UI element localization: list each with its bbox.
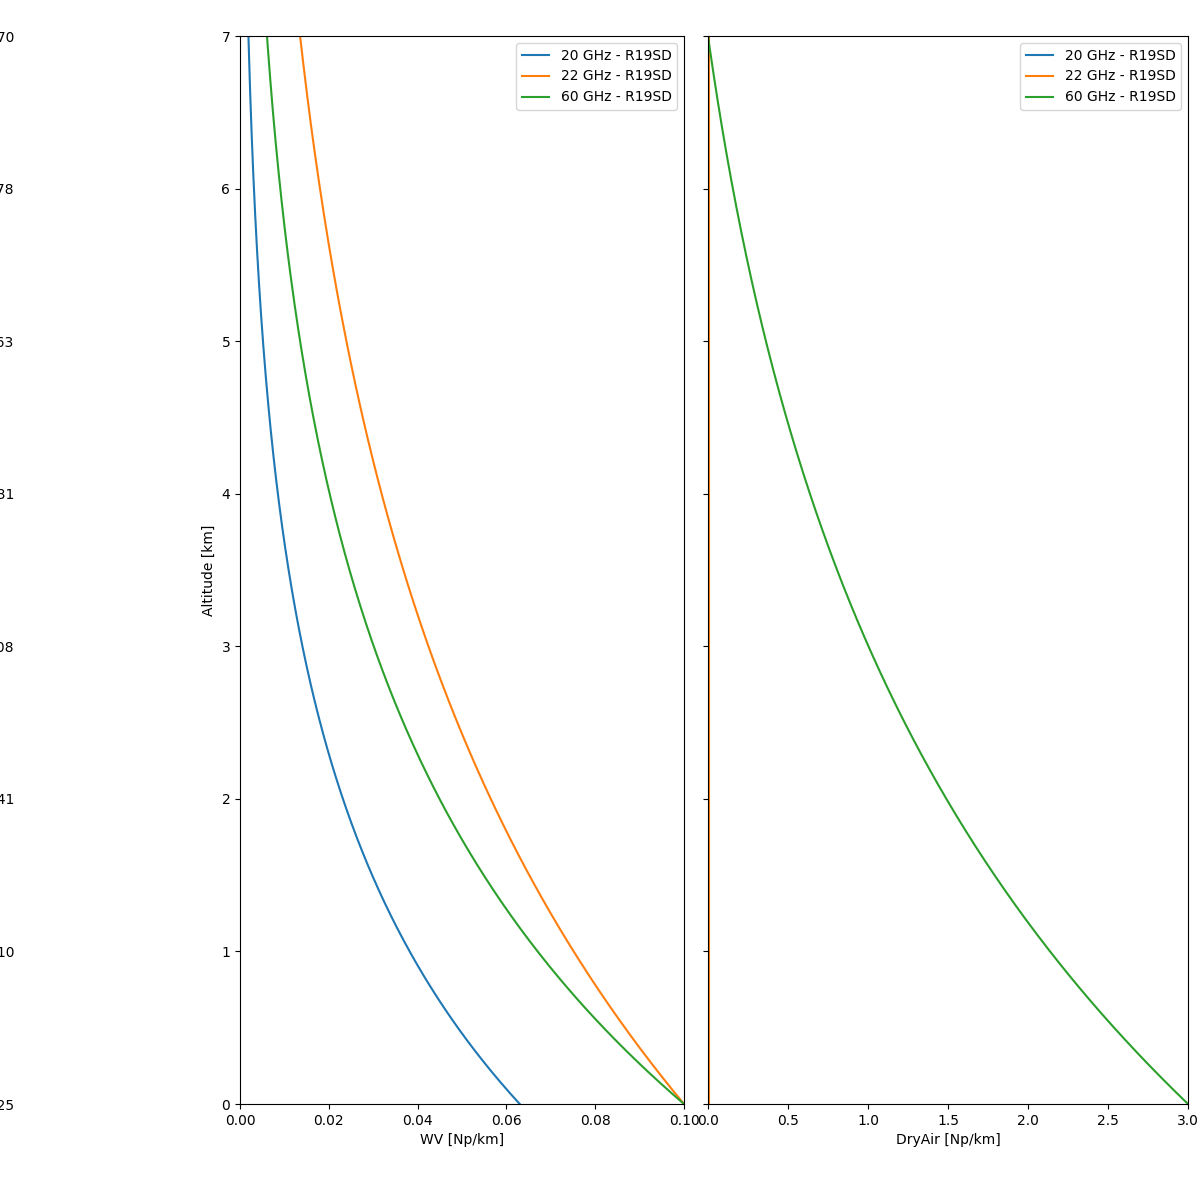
20 GHz - R19SD bbox=[286, 589, 300, 604]
20 GHz - R19SD bbox=[268, 461, 282, 475]
20 GHz - R19SD bbox=[241, 29, 256, 43]
20 GHz - R19SD bbox=[701, 518, 715, 533]
60 GHz - R19SD bbox=[794, 461, 809, 475]
60 GHz - R19SD bbox=[259, 29, 274, 43]
22 GHz - R19SD bbox=[702, 589, 716, 604]
Legend: 20 GHz - R19SD, 22 GHz - R19SD, 60 GHz - R19SD: 20 GHz - R19SD, 22 GHz - R19SD, 60 GHz -… bbox=[1020, 43, 1181, 110]
Line: 22 GHz - R19SD: 22 GHz - R19SD bbox=[300, 36, 684, 1104]
22 GHz - R19SD bbox=[702, 583, 716, 598]
X-axis label: WV [Np/km]: WV [Np/km] bbox=[420, 1133, 504, 1147]
20 GHz - R19SD bbox=[248, 222, 263, 236]
Line: 60 GHz - R19SD: 60 GHz - R19SD bbox=[266, 36, 684, 1104]
22 GHz - R19SD bbox=[677, 1097, 691, 1111]
22 GHz - R19SD bbox=[702, 461, 716, 475]
Legend: 20 GHz - R19SD, 22 GHz - R19SD, 60 GHz - R19SD: 20 GHz - R19SD, 22 GHz - R19SD, 60 GHz -… bbox=[516, 43, 677, 110]
20 GHz - R19SD bbox=[701, 589, 715, 604]
20 GHz - R19SD bbox=[242, 54, 257, 68]
22 GHz - R19SD bbox=[702, 222, 716, 236]
60 GHz - R19SD bbox=[317, 461, 331, 475]
60 GHz - R19SD bbox=[277, 222, 292, 236]
60 GHz - R19SD bbox=[814, 518, 828, 533]
60 GHz - R19SD bbox=[350, 589, 365, 604]
60 GHz - R19SD bbox=[677, 1097, 691, 1111]
60 GHz - R19SD bbox=[348, 583, 362, 598]
20 GHz - R19SD bbox=[701, 583, 715, 598]
60 GHz - R19SD bbox=[330, 518, 344, 533]
X-axis label: DryAir [Np/km]: DryAir [Np/km] bbox=[895, 1133, 1001, 1147]
20 GHz - R19SD bbox=[701, 461, 715, 475]
Line: 20 GHz - R19SD: 20 GHz - R19SD bbox=[248, 36, 520, 1104]
22 GHz - R19SD bbox=[702, 518, 716, 533]
60 GHz - R19SD bbox=[701, 29, 715, 43]
22 GHz - R19SD bbox=[293, 29, 307, 43]
22 GHz - R19SD bbox=[296, 54, 311, 68]
Y-axis label: Altitude [km]: Altitude [km] bbox=[202, 524, 216, 616]
22 GHz - R19SD bbox=[319, 222, 334, 236]
22 GHz - R19SD bbox=[383, 518, 397, 533]
22 GHz - R19SD bbox=[368, 461, 383, 475]
20 GHz - R19SD bbox=[512, 1097, 527, 1111]
60 GHz - R19SD bbox=[262, 54, 276, 68]
20 GHz - R19SD bbox=[701, 1097, 715, 1111]
22 GHz - R19SD bbox=[404, 589, 419, 604]
60 GHz - R19SD bbox=[733, 222, 748, 236]
22 GHz - R19SD bbox=[702, 1097, 716, 1111]
20 GHz - R19SD bbox=[284, 583, 299, 598]
Line: 60 GHz - R19SD: 60 GHz - R19SD bbox=[708, 36, 1188, 1104]
60 GHz - R19SD bbox=[704, 54, 719, 68]
22 GHz - R19SD bbox=[402, 583, 416, 598]
22 GHz - R19SD bbox=[702, 54, 716, 68]
20 GHz - R19SD bbox=[701, 29, 715, 43]
60 GHz - R19SD bbox=[838, 583, 852, 598]
60 GHz - R19SD bbox=[840, 589, 854, 604]
20 GHz - R19SD bbox=[701, 222, 715, 236]
60 GHz - R19SD bbox=[1181, 1097, 1195, 1111]
20 GHz - R19SD bbox=[275, 518, 289, 533]
22 GHz - R19SD bbox=[702, 29, 716, 43]
20 GHz - R19SD bbox=[701, 54, 715, 68]
